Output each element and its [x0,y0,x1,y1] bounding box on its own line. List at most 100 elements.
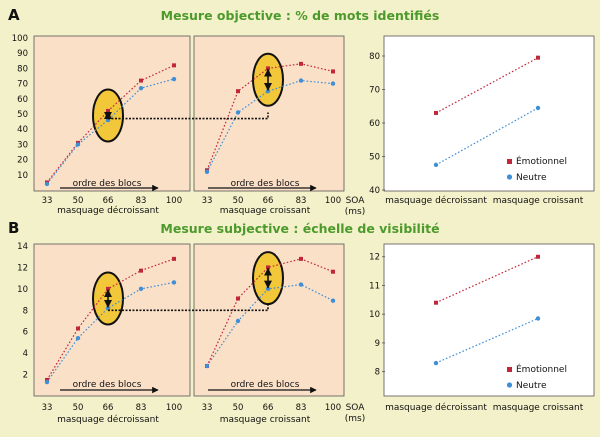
ytick-a-left-60: 60 [17,95,28,105]
panel-b-title: Mesure subjective : échelle de visibilit… [160,221,439,236]
point-a-left-emotionnel-4 [172,63,176,68]
series-line-a-right-neutre [435,107,539,166]
xtick-a-left-83: 83 [136,196,147,206]
point-b-mid-neutre-1 [235,318,241,324]
point-b-left-neutre-4 [171,280,177,285]
xtick-b-mid-83: 83 [296,403,307,413]
xtick-b-mid-50: 50 [233,403,244,413]
legend-swatch-a-right-emotionnel [507,159,512,164]
point-b-left-emotionnel-1 [76,326,80,331]
point-b-left-neutre-1 [75,335,81,341]
legend-label-a-right-neutre: Neutre [516,173,547,183]
ytick-a-right-40: 40 [369,186,380,196]
xtick-b-mid-100: 100 [325,403,341,413]
point-b-mid-emotionnel-2 [266,265,270,270]
xlabel-b-left: masquage décroissant [57,414,159,425]
ytick-a-left-10: 10 [17,171,28,181]
ytick-b-left-6: 6 [23,328,28,338]
xtick-b-left-66: 66 [103,403,114,413]
xcat-a-right-0: masquage décroissant [385,195,487,206]
ytick-b-left-10: 10 [17,285,28,295]
arrow-label-b-mid: ordre des blocs [231,380,300,390]
xtick-a-mid-100: 100 [325,196,341,206]
point-a-mid-neutre-3 [298,78,304,83]
xtick-a-left-100: 100 [166,196,182,206]
point-a-mid-emotionnel-4 [331,69,335,74]
ytick-b-left-8: 8 [23,306,28,316]
arrow-label-a-left: ordre des blocs [73,179,142,189]
legend-swatch-b-right-neutre [506,382,513,388]
ytick-a-left-40: 40 [17,125,28,135]
point-a-left-emotionnel-2 [106,108,110,113]
series-line-b-left-emotionnel [46,258,175,381]
xtick-b-mid-33: 33 [202,403,213,413]
xtick-b-left-100: 100 [166,403,182,413]
soa-label-b: SOA [346,403,366,413]
point-b-mid-emotionnel-1 [236,296,240,301]
xlabel-a-left: masquage décroissant [57,205,159,216]
point-a-mid-emotionnel-2 [266,66,270,71]
xcat-b-right-0: masquage décroissant [385,402,487,413]
xtick-a-mid-33: 33 [202,196,213,206]
point-b-mid-neutre-3 [298,282,304,287]
ytick-a-left-90: 90 [17,49,28,59]
chart-a-right-bg [383,35,595,192]
point-b-right-emotionnel-0 [434,300,438,305]
series-line-a-mid-neutre [206,79,334,173]
point-a-mid-neutre-4 [330,81,336,86]
soa-unit-b: (ms) [345,414,365,424]
series-line-b-mid-emotionnel [206,258,334,367]
xtick-b-mid-66: 66 [263,403,274,413]
point-a-right-neutre-1 [535,105,541,111]
xcat-b-right-1: masquage croissant [493,403,584,413]
arrow-label-a-mid: ordre des blocs [231,179,300,189]
ytick-b-right-9: 9 [375,339,380,349]
comparison-connector-b [108,304,269,312]
point-a-right-emotionnel-0 [434,110,438,115]
xtick-a-left-33: 33 [42,196,53,206]
xtick-b-left-33: 33 [42,403,53,413]
ytick-b-right-8: 8 [375,368,380,378]
soa-unit-a: (ms) [345,207,365,217]
ytick-a-left-20: 20 [17,156,28,166]
xcat-a-right-1: masquage croissant [493,196,584,206]
point-a-left-neutre-3 [138,85,144,91]
point-b-right-neutre-0 [433,360,439,366]
xlabel-b-mid: masquage croissant [220,415,311,425]
chart-b-right-bg [383,243,595,397]
ytick-a-right-60: 60 [369,119,380,129]
point-b-mid-neutre-0 [204,363,210,369]
panel-a-label: A [8,6,20,24]
point-a-mid-emotionnel-3 [299,61,303,66]
point-b-left-emotionnel-4 [172,256,176,261]
ytick-a-left-70: 70 [17,80,28,90]
point-a-right-neutre-0 [433,162,439,168]
ytick-b-right-10: 10 [369,310,380,320]
panel-b-label: B [8,219,19,237]
legend-label-b-right-neutre: Neutre [516,381,547,391]
panel-a-title: Mesure objective : % de mots identifiés [161,8,440,23]
xtick-a-mid-83: 83 [296,196,307,206]
comparison-connector-a [108,112,269,120]
point-a-mid-emotionnel-1 [236,89,240,94]
xtick-a-mid-50: 50 [233,196,244,206]
series-line-a-left-neutre [46,78,175,185]
ytick-b-right-11: 11 [369,281,380,291]
point-a-mid-neutre-0 [204,169,210,174]
ytick-b-right-12: 12 [369,253,380,263]
point-b-left-emotionnel-3 [139,268,143,273]
xtick-a-left-66: 66 [103,196,114,206]
ytick-b-left-14: 14 [17,242,28,252]
series-line-b-right-neutre [435,317,539,364]
legend-label-a-right-emotionnel: Émotionnel [516,155,567,167]
xtick-b-left-50: 50 [73,403,84,413]
point-a-left-neutre-1 [75,142,81,147]
point-b-mid-emotionnel-4 [331,269,335,274]
xtick-a-left-50: 50 [73,196,84,206]
xtick-b-left-83: 83 [136,403,147,413]
series-line-b-right-emotionnel [435,256,539,304]
ytick-a-left-80: 80 [17,64,28,74]
point-b-mid-neutre-4 [330,298,336,303]
